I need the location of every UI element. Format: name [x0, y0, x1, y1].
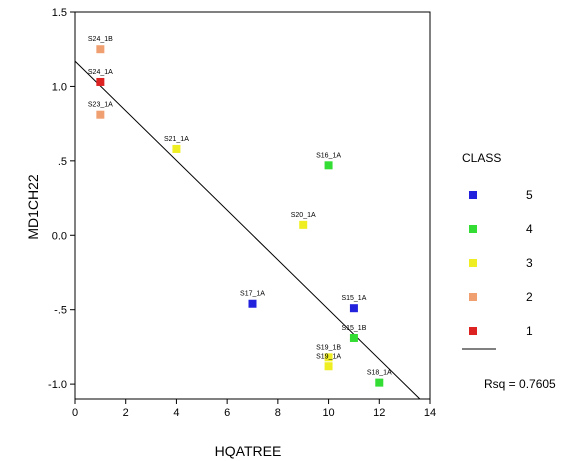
legend-entry-label: 5 — [526, 188, 533, 202]
data-point — [324, 362, 333, 371]
y-tick-label: .5 — [58, 156, 67, 168]
legend-swatch — [469, 191, 477, 199]
data-point — [96, 110, 105, 119]
axes — [74, 11, 431, 400]
x-tick-label: 10 — [322, 407, 334, 419]
data-point — [324, 161, 333, 170]
point-label: S15_1A — [341, 295, 366, 302]
point-label: S19_1A — [316, 353, 341, 360]
x-tick-label: 8 — [275, 407, 281, 419]
data-point — [375, 378, 384, 387]
point-label: S20_1A — [291, 212, 316, 219]
x-tick-label: 14 — [424, 407, 436, 419]
fit-line-group — [74, 60, 421, 400]
point-label: S15_1B — [341, 325, 366, 332]
y-tick-label: -.5 — [54, 305, 67, 317]
point-label: S24_1A — [88, 69, 113, 76]
x-tick-label: 4 — [173, 407, 179, 419]
legend-swatch — [469, 225, 477, 233]
legend-swatch — [469, 293, 477, 301]
point-label: S18_1A — [367, 370, 392, 377]
data-point — [172, 144, 181, 153]
legend-entry-label: 2 — [526, 290, 533, 304]
point-label: S23_1A — [88, 102, 113, 109]
legend-swatch — [469, 327, 477, 335]
data-point — [248, 299, 257, 308]
ticks-group: 0 2 4 6 8 10 12 14 1.5 1.0 .5 0.0 -.5 -1.0 — [48, 7, 436, 419]
y-tick-label: 0.0 — [52, 230, 67, 242]
point-label: S19_1B — [316, 344, 341, 351]
legend-entry-label: 1 — [526, 324, 533, 338]
legend-entry-label: 3 — [526, 256, 533, 270]
point-label: S17_1A — [240, 291, 265, 298]
y-tick-label: 1.5 — [52, 7, 67, 19]
point-label: S16_1A — [316, 152, 341, 159]
point-label: S21_1A — [164, 136, 189, 143]
data-point — [96, 45, 105, 54]
data-point — [96, 77, 105, 86]
x-tick-label: 2 — [123, 407, 129, 419]
legend-swatch — [469, 259, 477, 267]
data-point — [299, 220, 308, 229]
points-group: S24_1B S24_1A S23_1A S21_1A S16_1A S20_1A S17_… — [88, 36, 392, 387]
plot-frame — [74, 11, 431, 400]
x-tick-label: 0 — [72, 407, 78, 419]
rsq-label: Rsq = 0.7605 — [484, 377, 556, 391]
data-point — [349, 304, 358, 313]
fit-line — [74, 60, 421, 400]
data-point — [349, 333, 358, 342]
y-axis-label: MD1CH22 — [25, 174, 41, 240]
point-label: S24_1B — [88, 36, 113, 43]
data-point — [324, 353, 333, 362]
legend-title: CLASS — [462, 151, 501, 165]
legend-entry-label: 4 — [526, 222, 533, 236]
x-tick-label: 6 — [224, 407, 230, 419]
x-axis-label: HQATREE — [215, 443, 282, 459]
y-tick-label: -1.0 — [48, 379, 67, 391]
x-tick-label: 12 — [373, 407, 385, 419]
y-tick-label: 1.0 — [52, 81, 67, 93]
legend: CLASS 5 4 3 2 1 Rsq = 0.7605 — [462, 151, 556, 391]
